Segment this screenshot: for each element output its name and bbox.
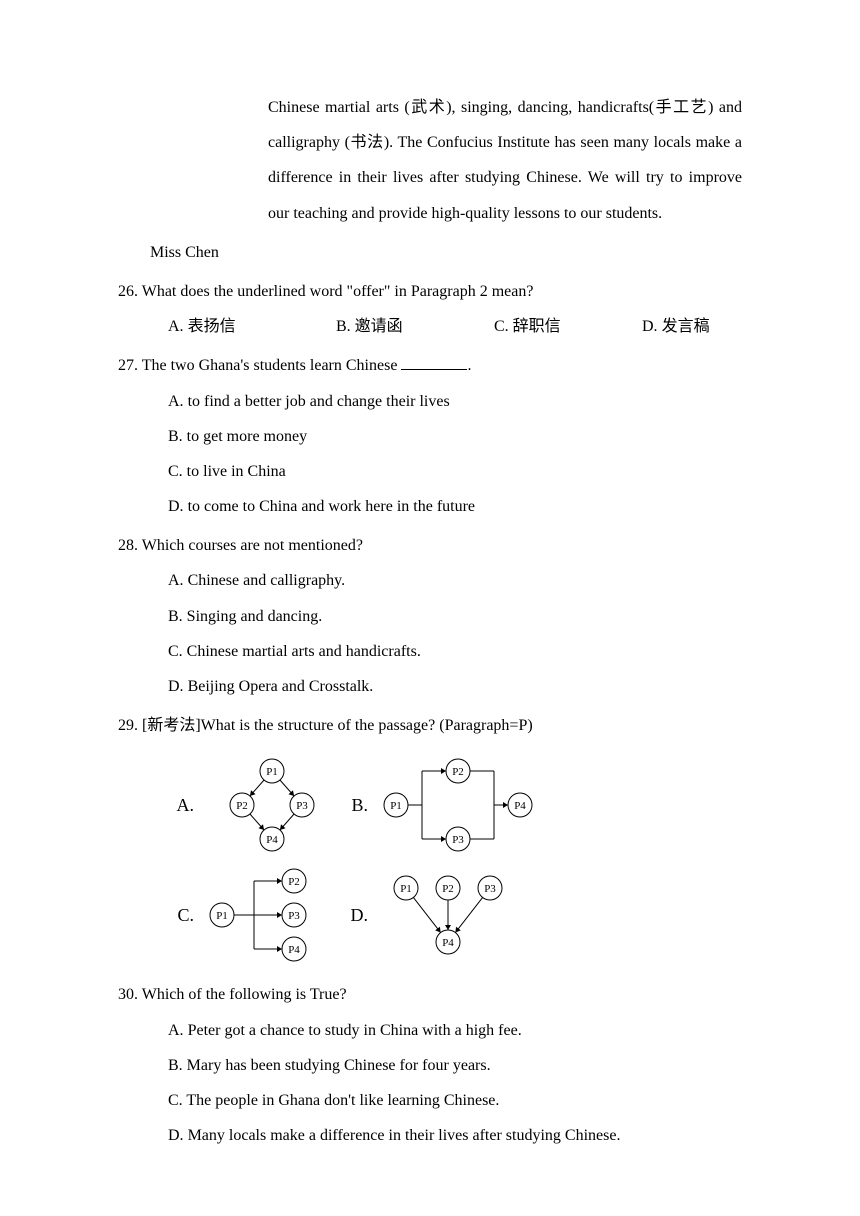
diagram-d[interactable]: P1 P2 P3 P4 — [376, 870, 540, 960]
question-text: 29. [新考法]What is the structure of the pa… — [118, 708, 742, 743]
svg-text:P3: P3 — [288, 910, 300, 922]
question-26: 26. What does the underlined word "offer… — [118, 274, 742, 344]
option-b[interactable]: B. 邀请函 — [336, 309, 494, 344]
question-30: 30. Which of the following is True? A. P… — [118, 977, 742, 1153]
diagram-label-c: C. — [168, 896, 194, 936]
svg-text:P1: P1 — [216, 910, 228, 922]
passage-text: Chinese martial arts (武术), singing, danc… — [268, 99, 742, 222]
svg-text:P3: P3 — [484, 883, 496, 895]
question-text: 30. Which of the following is True? — [118, 977, 742, 1012]
diagram-label-d: D. — [342, 896, 368, 936]
diagram-c[interactable]: P1 P2 P3 P4 — [202, 863, 342, 967]
option-d[interactable]: D. Beijing Opera and Crosstalk. — [168, 669, 742, 704]
svg-text:P4: P4 — [514, 800, 526, 812]
diagram-label-b: B. — [342, 786, 368, 826]
option-a[interactable]: A. Chinese and calligraphy. — [168, 563, 742, 598]
structure-diagrams: A. P1 P2 P3 P4 B. P1 P2 P3 P4 C. P1 P2 P3 P4 D. P… — [168, 753, 742, 967]
svg-text:P3: P3 — [452, 834, 464, 846]
option-a[interactable]: A. to find a better job and change their… — [168, 384, 742, 419]
diagram-a[interactable]: P1 P2 P3 P4 — [202, 753, 342, 857]
svg-text:P2: P2 — [452, 766, 464, 778]
option-a[interactable]: A. 表扬信 — [168, 309, 336, 344]
svg-text:P3: P3 — [296, 800, 308, 812]
svg-text:P2: P2 — [442, 883, 454, 895]
question-29: 29. [新考法]What is the structure of the pa… — [118, 708, 742, 967]
svg-text:P2: P2 — [236, 800, 248, 812]
option-a[interactable]: A. Peter got a chance to study in China … — [168, 1013, 742, 1048]
options-col: A. Chinese and calligraphy. B. Singing a… — [168, 563, 742, 704]
fill-blank[interactable] — [401, 356, 467, 370]
option-c[interactable]: C. to live in China — [168, 454, 742, 489]
options-row: A. 表扬信 B. 邀请函 C. 辞职信 D. 发言稿 — [168, 309, 742, 344]
author-name: Miss Chen — [150, 244, 219, 261]
option-b[interactable]: B. Mary has been studying Chinese for fo… — [168, 1048, 742, 1083]
svg-text:P1: P1 — [266, 766, 278, 778]
question-27: 27. The two Ghana's students learn Chine… — [118, 348, 742, 524]
option-d[interactable]: D. 发言稿 — [642, 309, 742, 344]
option-c[interactable]: C. 辞职信 — [494, 309, 642, 344]
author-line: Miss Chen — [150, 235, 742, 270]
svg-text:P1: P1 — [390, 800, 402, 812]
options-col: A. to find a better job and change their… — [168, 384, 742, 525]
question-text: 27. The two Ghana's students learn Chine… — [118, 348, 742, 383]
svg-text:P2: P2 — [288, 876, 300, 888]
passage-continuation: Chinese martial arts (武术), singing, danc… — [268, 90, 742, 231]
option-b[interactable]: B. to get more money — [168, 419, 742, 454]
svg-text:P1: P1 — [400, 883, 412, 895]
option-c[interactable]: C. Chinese martial arts and handicrafts. — [168, 634, 742, 669]
diagram-b[interactable]: P1 P2 P3 P4 — [376, 753, 540, 857]
question-text: 28. Which courses are not mentioned? — [118, 528, 742, 563]
option-d[interactable]: D. Many locals make a difference in thei… — [168, 1118, 742, 1153]
svg-text:P4: P4 — [442, 937, 454, 949]
question-text: 26. What does the underlined word "offer… — [118, 274, 742, 309]
svg-text:P4: P4 — [266, 834, 278, 846]
options-col: A. Peter got a chance to study in China … — [168, 1013, 742, 1154]
option-d[interactable]: D. to come to China and work here in the… — [168, 489, 742, 524]
option-c[interactable]: C. The people in Ghana don't like learni… — [168, 1083, 742, 1118]
diagram-label-a: A. — [168, 786, 194, 826]
question-28: 28. Which courses are not mentioned? A. … — [118, 528, 742, 704]
option-b[interactable]: B. Singing and dancing. — [168, 599, 742, 634]
svg-text:P4: P4 — [288, 944, 300, 956]
